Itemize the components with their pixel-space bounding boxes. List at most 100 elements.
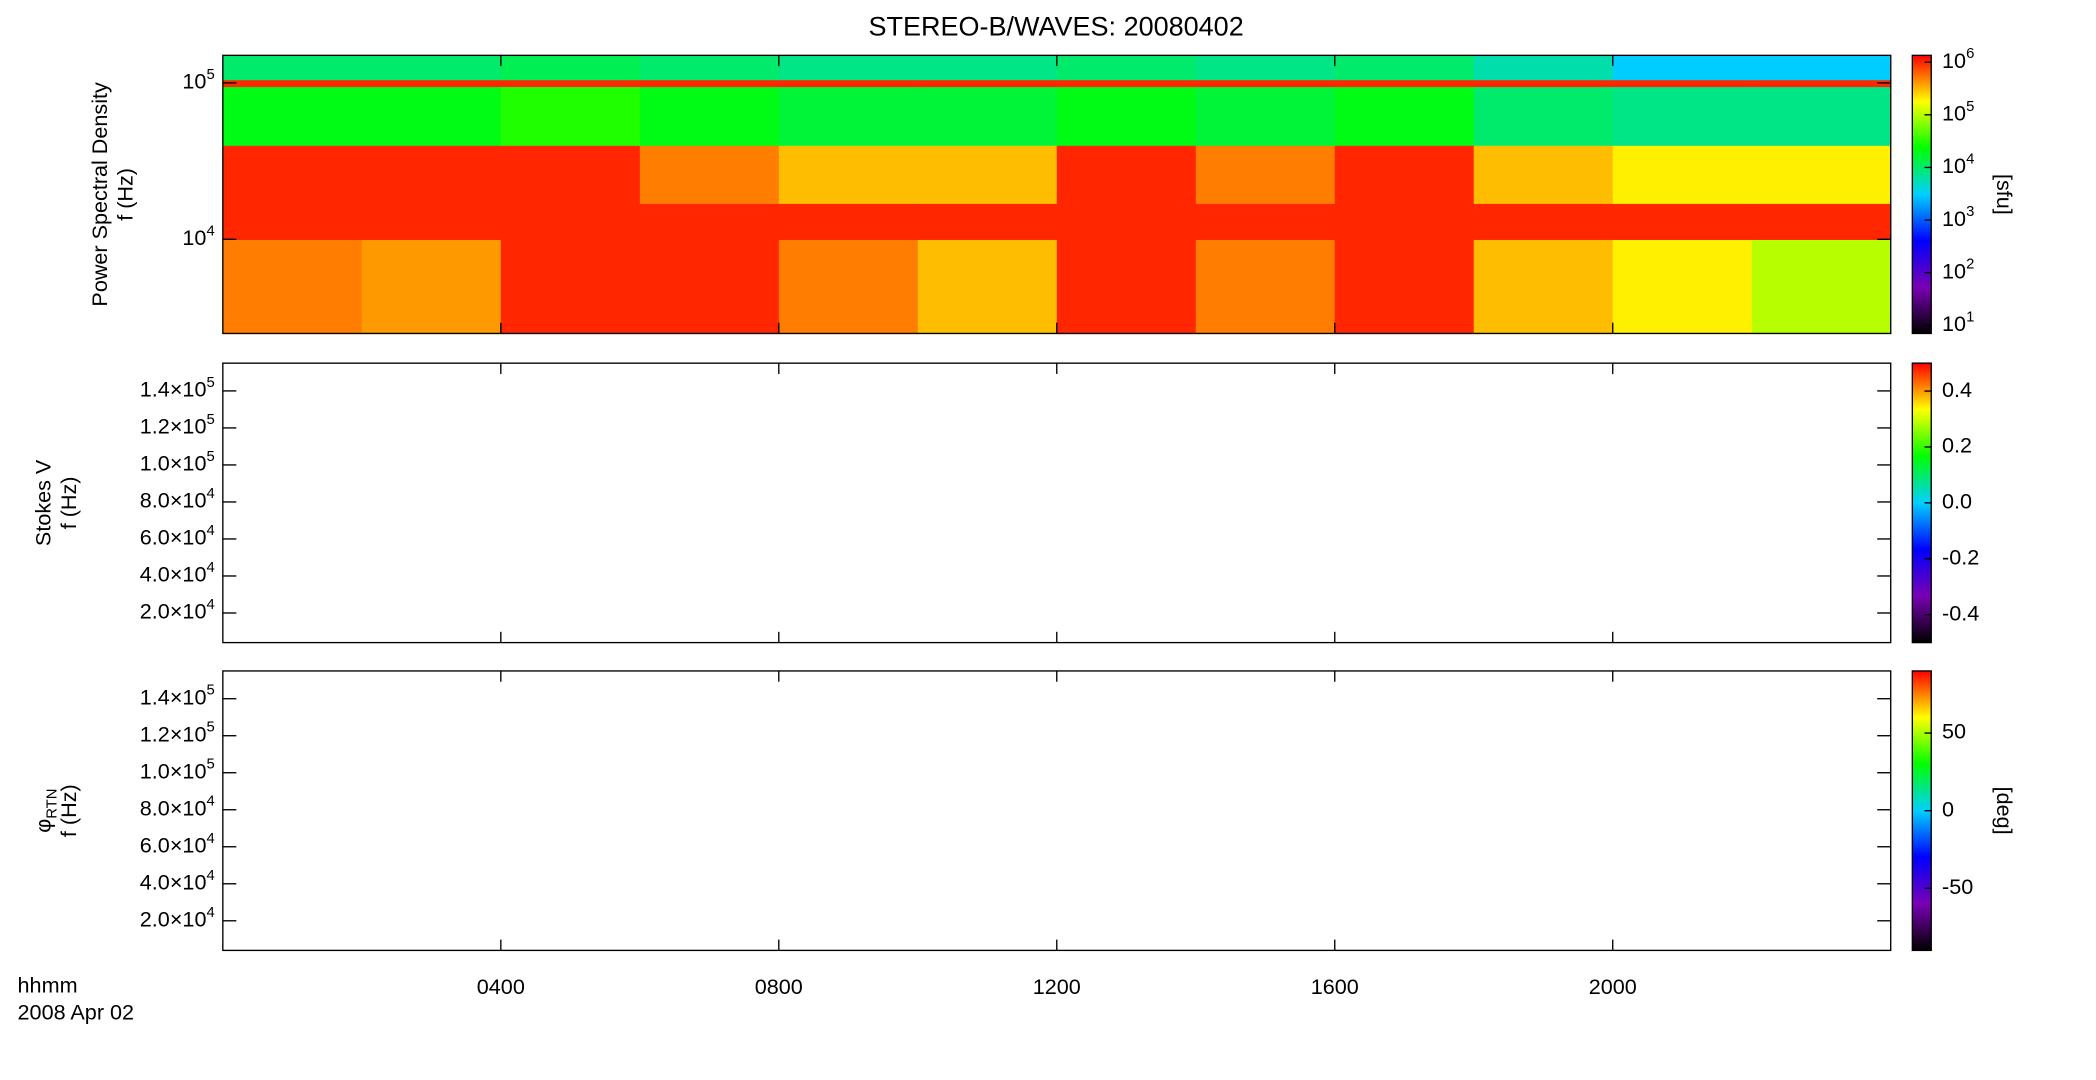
spectrogram-cell <box>1751 239 1892 335</box>
spectrogram-cell <box>222 239 363 335</box>
spectrogram-cell <box>1195 239 1336 335</box>
spectrogram-cell <box>500 203 641 240</box>
x-tick-label: 2000 <box>1589 974 1637 999</box>
spectrogram-cell <box>639 203 780 240</box>
spectrogram-cell <box>1612 55 1753 81</box>
spectrogram-cell <box>1612 86 1753 146</box>
spectrogram-cell <box>1334 203 1475 240</box>
x-tick-label: 1200 <box>1033 974 1081 999</box>
spectrogram-cell <box>639 86 780 146</box>
colorbar-tick-label: 105 <box>1942 99 1974 126</box>
y-tick-label: 6.0×104 <box>140 523 215 550</box>
spectrogram-cell <box>1473 79 1614 88</box>
spectrogram-cell <box>917 86 1058 146</box>
spectrogram-cell <box>222 55 363 81</box>
spectrogram-cell <box>1195 86 1336 146</box>
spectrogram-cell <box>778 145 919 204</box>
spectrogram-cell <box>1751 79 1892 88</box>
spectrogram-cell <box>1334 55 1475 81</box>
spectrogram-cell <box>1056 55 1197 81</box>
colorbar-tick-label: 106 <box>1942 46 1974 73</box>
spectrogram-cell <box>1751 55 1892 81</box>
colorbar-tick-label: 50 <box>1942 719 1966 744</box>
x-tick-label: 0400 <box>477 974 525 999</box>
spectrogram-cell <box>1473 239 1614 335</box>
y-tick-label: 105 <box>182 67 214 94</box>
spectrogram-cell <box>639 55 780 81</box>
spectrogram-cell <box>639 145 780 204</box>
y-axis-label: f (Hz) <box>56 476 81 529</box>
spectrogram-cell <box>500 79 641 88</box>
y-tick-label: 1.0×105 <box>140 757 215 784</box>
x-tick-label: 1600 <box>1311 974 1359 999</box>
spectrogram-cell <box>222 86 363 146</box>
spectrogram-cell <box>1473 55 1614 81</box>
x-axis-label: hhmm <box>18 973 78 998</box>
colorbar-tick-label: 0.0 <box>1942 489 1972 514</box>
spectrogram-cell <box>361 79 502 88</box>
spectrogram-cell <box>917 145 1058 204</box>
spectrogram-cell <box>1056 79 1197 88</box>
colorbar-tick-label: -50 <box>1942 874 1973 899</box>
spectrogram-cell <box>778 86 919 146</box>
y-axis-label: Stokes V <box>30 459 55 546</box>
spectrogram-cell <box>361 145 502 204</box>
y-tick-label: 2.0×104 <box>140 905 215 932</box>
y-tick-label: 1.4×105 <box>140 683 215 710</box>
y-tick-label: 1.2×105 <box>140 412 215 439</box>
y-tick-label: 6.0×104 <box>140 831 215 858</box>
spectrogram-cell <box>500 239 641 335</box>
colorbar-tick-label: -0.2 <box>1942 544 1979 569</box>
y-axis-label: f (Hz) <box>56 784 81 837</box>
colorbar <box>1911 54 1932 335</box>
plot-frame <box>222 670 1892 952</box>
spectrogram-cell <box>361 203 502 240</box>
spectrogram-cell <box>500 55 641 81</box>
y-tick-label: 2.0×104 <box>140 597 215 624</box>
spectrogram-cell <box>917 239 1058 335</box>
spectrogram-cell <box>778 203 919 240</box>
spectrogram-cell <box>222 79 363 88</box>
y-tick-label: 1.2×105 <box>140 720 215 747</box>
spectrogram-cell <box>361 239 502 335</box>
y-tick-label: 1.4×105 <box>140 375 215 402</box>
spectrogram-cell <box>1473 203 1614 240</box>
spectrogram-cell <box>1473 145 1614 204</box>
spectrogram-cell <box>1612 145 1753 204</box>
y-tick-label: 104 <box>182 223 214 250</box>
spectrogram-cell <box>1056 86 1197 146</box>
spectrogram-cell <box>1334 145 1475 204</box>
spectrogram-cell <box>361 55 502 81</box>
colorbar-tick-label: 0 <box>1942 796 1954 821</box>
x-axis-label: 2008 Apr 02 <box>18 1000 134 1025</box>
y-tick-label: 8.0×104 <box>140 486 215 513</box>
spectrogram-cell <box>1195 79 1336 88</box>
x-tick-label: 0800 <box>755 974 803 999</box>
spectrogram-cell <box>778 55 919 81</box>
colorbar-tick-label: 0.4 <box>1942 377 1972 402</box>
spectrogram-cell <box>917 55 1058 81</box>
colorbar-tick-label: 104 <box>1942 151 1974 178</box>
colorbar-tick-label: 103 <box>1942 204 1974 231</box>
spectrogram-cell <box>917 203 1058 240</box>
spectrogram-cell <box>1195 55 1336 81</box>
spectrogram-cell <box>639 79 780 88</box>
spectrogram-cell <box>1334 86 1475 146</box>
y-tick-label: 1.0×105 <box>140 449 215 476</box>
chart-title: STEREO-B/WAVES: 20080402 <box>868 11 1243 41</box>
spectrogram-cell <box>500 145 641 204</box>
spectrogram-cell <box>1195 203 1336 240</box>
colorbar-label: [sfu] <box>1992 174 2017 215</box>
spectrogram-cell <box>1473 86 1614 146</box>
y-axis-label: f (Hz) <box>113 168 138 221</box>
colorbar-tick-label: -0.4 <box>1942 600 1979 625</box>
spectrogram-cell <box>1751 145 1892 204</box>
spectrogram-cell <box>361 86 502 146</box>
spectrogram-cell <box>639 239 780 335</box>
spectrogram-cell <box>1612 203 1753 240</box>
y-tick-label: 4.0×104 <box>140 868 215 895</box>
spectrogram-cell <box>1056 203 1197 240</box>
spectrogram-cell <box>500 86 641 146</box>
